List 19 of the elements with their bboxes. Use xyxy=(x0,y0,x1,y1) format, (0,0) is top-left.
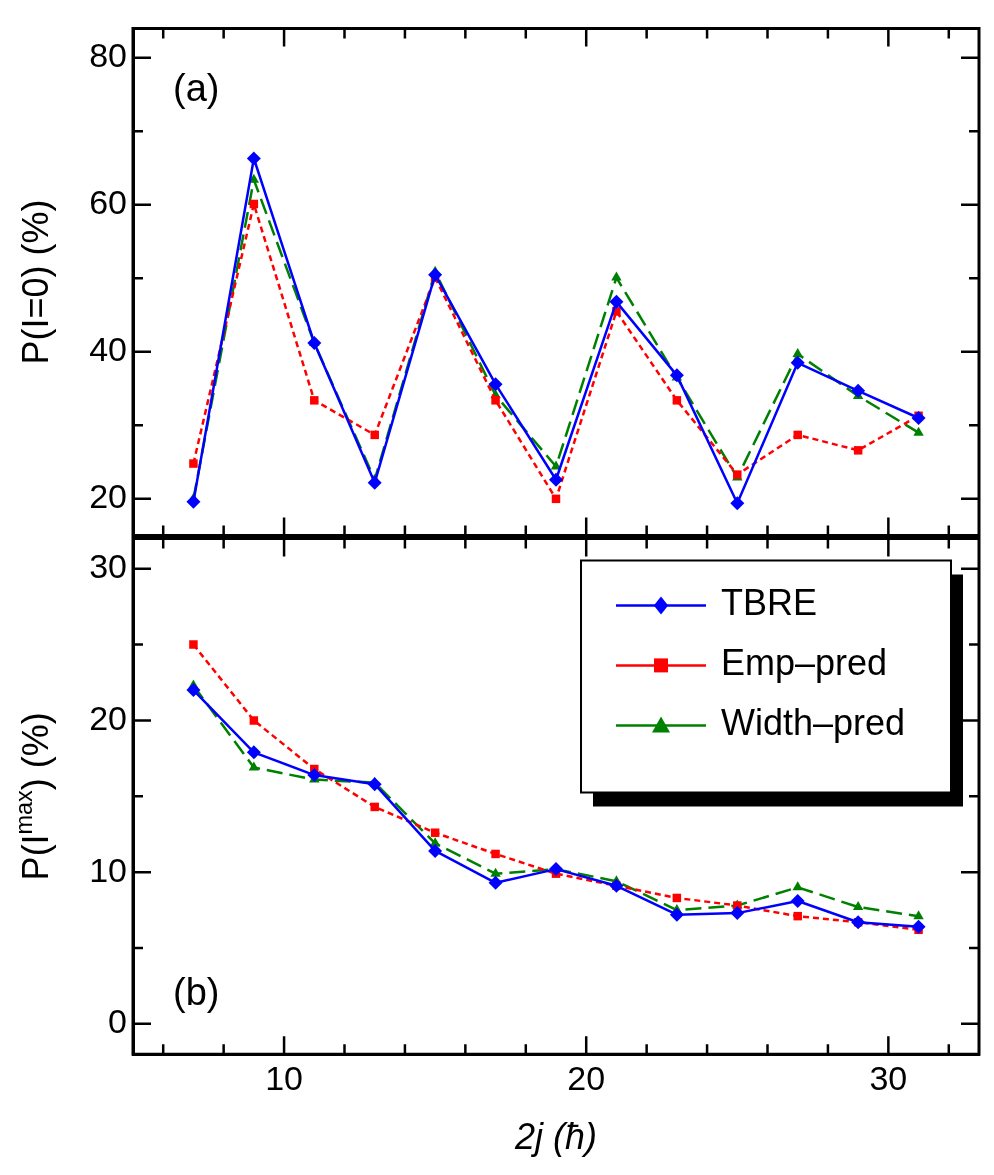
annotation: (b) xyxy=(173,970,220,1013)
y-tick-label: 40 xyxy=(89,330,127,369)
y-tick-label: 30 xyxy=(89,547,127,586)
annotation: (a) xyxy=(173,66,220,109)
y-axis-title: P(Imax) (%) xyxy=(10,712,56,881)
legend-label: Emp–pred xyxy=(721,642,888,684)
y-tick-label: 20 xyxy=(89,477,127,516)
x-tick-label: 20 xyxy=(567,1058,606,1097)
x-tick-label: 30 xyxy=(869,1058,908,1097)
legend-label: Width–pred xyxy=(721,702,906,744)
y-tick-label: 80 xyxy=(89,36,127,75)
y-tick-label: 0 xyxy=(108,1002,127,1041)
y-tick-label: 20 xyxy=(89,698,127,737)
x-axis-title: 2j (ħ) xyxy=(513,1116,598,1158)
y-tick-label: 10 xyxy=(89,850,127,889)
y-axis-title: P(I=0) (%) xyxy=(14,199,56,365)
x-tick-label: 10 xyxy=(265,1058,303,1097)
legend-label: TBRE xyxy=(721,582,818,624)
y-tick-label: 60 xyxy=(89,183,127,222)
